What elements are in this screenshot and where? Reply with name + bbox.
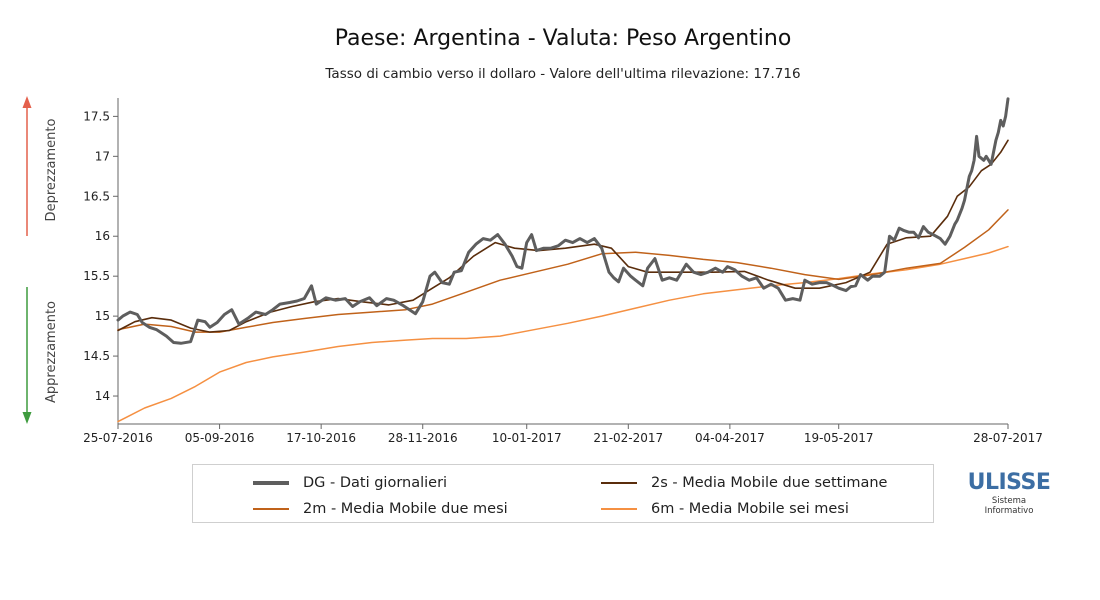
y-label-depreciation: Deprezzamento — [44, 119, 59, 222]
legend-swatch-6m — [601, 508, 637, 510]
series-line-dg — [116, 97, 1010, 345]
legend-label-2m: 2m - Media Mobile due mesi — [303, 501, 508, 517]
legend-label-6m: 6m - Media Mobile sei mesi — [651, 501, 849, 517]
chart-legend: DG - Dati giornalieri 2s - Media Mobile … — [192, 464, 934, 523]
x-tick-label: 19-05-2017 — [804, 431, 874, 445]
series-line-2s — [117, 139, 1009, 333]
y-tick-label: 17.5 — [83, 109, 110, 123]
series-line-2m — [117, 209, 1009, 333]
x-tick-label: 28-11-2016 — [388, 431, 458, 445]
y-tick-label: 16 — [95, 229, 110, 243]
depreciation-arrow-head — [22, 96, 32, 108]
chart-series — [116, 97, 1010, 423]
logo-line2: Informativo — [984, 506, 1034, 516]
y-tick-label: 14 — [95, 389, 110, 403]
exchange-rate-chart: 14 14.5 15 15.5 16 16.5 17 17.5 25-07-2016 05-09-… — [22, 96, 1043, 445]
y-tick-label: 15 — [95, 309, 110, 323]
x-tick-label: 05-09-2016 — [185, 431, 255, 445]
chart-side-labels: Deprezzamento Apprezzamento — [22, 96, 59, 424]
x-tick-label: 17-10-2016 — [286, 431, 356, 445]
x-tick-label: 21-02-2017 — [593, 431, 663, 445]
legend-swatch-2s — [601, 482, 637, 484]
y-tick-label: 14.5 — [83, 349, 110, 363]
legend-item-6m: 6m - Media Mobile sei mesi — [601, 499, 849, 519]
legend-label-dg: DG - Dati giornalieri — [303, 475, 448, 491]
chart-subtitle: Tasso di cambio verso il dollaro - Valor… — [325, 66, 801, 82]
y-tick-label: 15.5 — [83, 269, 110, 283]
appreciation-arrow-head — [22, 412, 32, 424]
series-line-6m — [117, 245, 1009, 423]
legend-item-dg: DG - Dati giornalieri — [253, 473, 447, 493]
y-tick-label: 17 — [95, 149, 110, 163]
x-tick-label: 28-07-2017 — [973, 431, 1043, 445]
x-tick-label: 10-01-2017 — [492, 431, 562, 445]
chart-axes: 14 14.5 15 15.5 16 16.5 17 17.5 25-07-2016 05-09-… — [83, 98, 1043, 445]
logo-word: ULISSE — [967, 470, 1051, 495]
x-tick-label: 04-04-2017 — [695, 431, 765, 445]
ulisse-logo: ULISSE Sistema Informativo — [966, 470, 1052, 516]
x-tick-label: 25-07-2016 — [83, 431, 153, 445]
chart-title: Paese: Argentina - Valuta: Peso Argentin… — [334, 26, 792, 51]
y-label-appreciation: Apprezzamento — [44, 301, 59, 403]
legend-swatch-2m — [253, 508, 289, 510]
legend-item-2m: 2m - Media Mobile due mesi — [253, 499, 508, 519]
logo-line1: Sistema — [991, 496, 1027, 506]
legend-label-2s: 2s - Media Mobile due settimane — [651, 475, 888, 491]
legend-item-2s: 2s - Media Mobile due settimane — [601, 473, 887, 493]
legend-swatch-dg — [253, 481, 289, 485]
y-tick-label: 16.5 — [83, 189, 110, 203]
